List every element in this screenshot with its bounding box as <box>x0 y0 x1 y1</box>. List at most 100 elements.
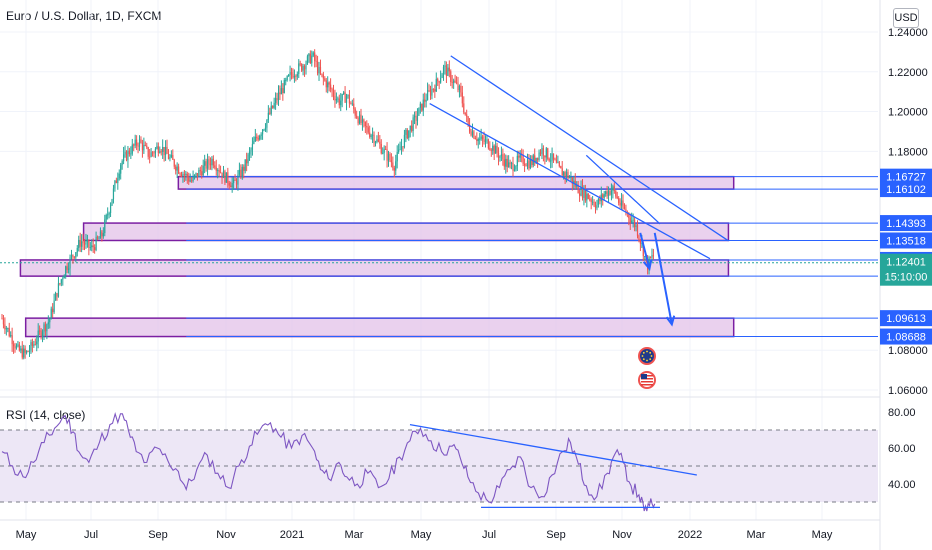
rsi-tick-label: 40.00 <box>888 479 916 491</box>
candle-body <box>221 172 223 178</box>
candle-body <box>26 351 28 353</box>
level-badge-text: 1.13518 <box>886 235 926 247</box>
candle-body <box>189 180 191 182</box>
candle-body <box>594 205 597 209</box>
trendlines <box>429 55 729 327</box>
countdown-text: 15:10:00 <box>885 272 928 284</box>
candle-body <box>402 146 404 148</box>
candle-body <box>538 152 540 161</box>
projection-arrow <box>653 232 673 325</box>
candle-body <box>248 151 251 155</box>
candle-body <box>37 330 39 342</box>
candle-body <box>195 173 197 176</box>
candle-body <box>518 155 520 158</box>
candle-body <box>185 173 187 175</box>
candle-body <box>82 241 84 243</box>
candle-body <box>544 155 546 158</box>
candle-body <box>525 165 527 167</box>
candle-body <box>243 166 245 171</box>
candle-body <box>112 188 115 200</box>
candle-body <box>500 154 503 157</box>
candle-body <box>102 233 104 237</box>
candle-body <box>316 61 319 74</box>
candle-body <box>73 256 75 258</box>
candle-body <box>65 266 67 276</box>
candle-body <box>250 149 252 152</box>
candle-body <box>274 98 277 103</box>
candle-body <box>182 174 184 177</box>
candle-body <box>122 154 125 162</box>
candle-body <box>460 86 462 93</box>
candle-body <box>208 159 210 164</box>
candle-body <box>377 139 379 142</box>
candle-body <box>69 257 71 269</box>
candle-body <box>228 182 230 186</box>
candle-body <box>652 255 655 257</box>
candle-body <box>537 157 539 161</box>
candle-body <box>311 55 313 64</box>
candle-body <box>125 151 128 161</box>
candle-body <box>328 82 330 85</box>
candle-body <box>277 92 280 101</box>
candle-body <box>590 199 592 203</box>
candle-body <box>411 125 413 131</box>
candle-body <box>120 164 122 174</box>
candle-body <box>44 324 47 332</box>
candle-body <box>405 129 407 135</box>
eu-star <box>650 355 653 357</box>
candle-body <box>649 257 652 258</box>
candle-body <box>46 324 48 332</box>
candle-body <box>470 131 472 136</box>
candle-body <box>528 160 530 169</box>
candle-body <box>191 180 193 182</box>
candle-body <box>369 132 371 137</box>
candle-body <box>201 171 203 176</box>
candle-body <box>204 161 206 166</box>
candle-body <box>534 155 536 163</box>
candle-body <box>387 153 390 161</box>
candle-body <box>345 96 348 103</box>
candle-body <box>495 145 497 154</box>
candle-body <box>269 112 271 114</box>
candle-body <box>539 152 542 154</box>
candle-body <box>47 322 49 325</box>
candle-body <box>541 148 543 154</box>
candle-body <box>118 173 120 179</box>
candle-body <box>28 350 31 352</box>
candle-body <box>344 92 346 103</box>
candle-body <box>95 236 97 250</box>
candle-body <box>563 172 565 176</box>
candle-body <box>225 172 227 183</box>
candle-body <box>54 293 57 301</box>
candle-body <box>23 348 25 358</box>
candle-body <box>231 183 233 188</box>
candle-body <box>493 145 495 154</box>
candle-body <box>246 159 248 164</box>
price-tick-label: 1.06000 <box>888 385 928 397</box>
level-badge <box>880 328 932 345</box>
candle-body <box>173 159 175 167</box>
candle-body <box>376 139 378 142</box>
candle-body <box>219 172 222 174</box>
candle-body <box>57 283 60 297</box>
candle-body <box>428 90 430 91</box>
candle-body <box>580 186 582 196</box>
currency-button[interactable]: USD <box>893 8 919 28</box>
eu-star <box>642 351 645 354</box>
candle-body <box>8 328 10 337</box>
candle-body <box>286 75 288 80</box>
candle-body <box>454 80 456 83</box>
candle-body <box>192 176 194 182</box>
candle-body <box>573 180 575 184</box>
candle-body <box>276 98 278 101</box>
candle-body <box>79 239 81 247</box>
candle-body <box>186 173 188 178</box>
candle-body <box>292 74 294 78</box>
candle-body <box>351 103 353 105</box>
level-badge <box>880 215 932 232</box>
candle-body <box>254 136 256 142</box>
candle-body <box>218 170 220 173</box>
candle-body <box>282 88 284 94</box>
candle-body <box>421 103 423 111</box>
